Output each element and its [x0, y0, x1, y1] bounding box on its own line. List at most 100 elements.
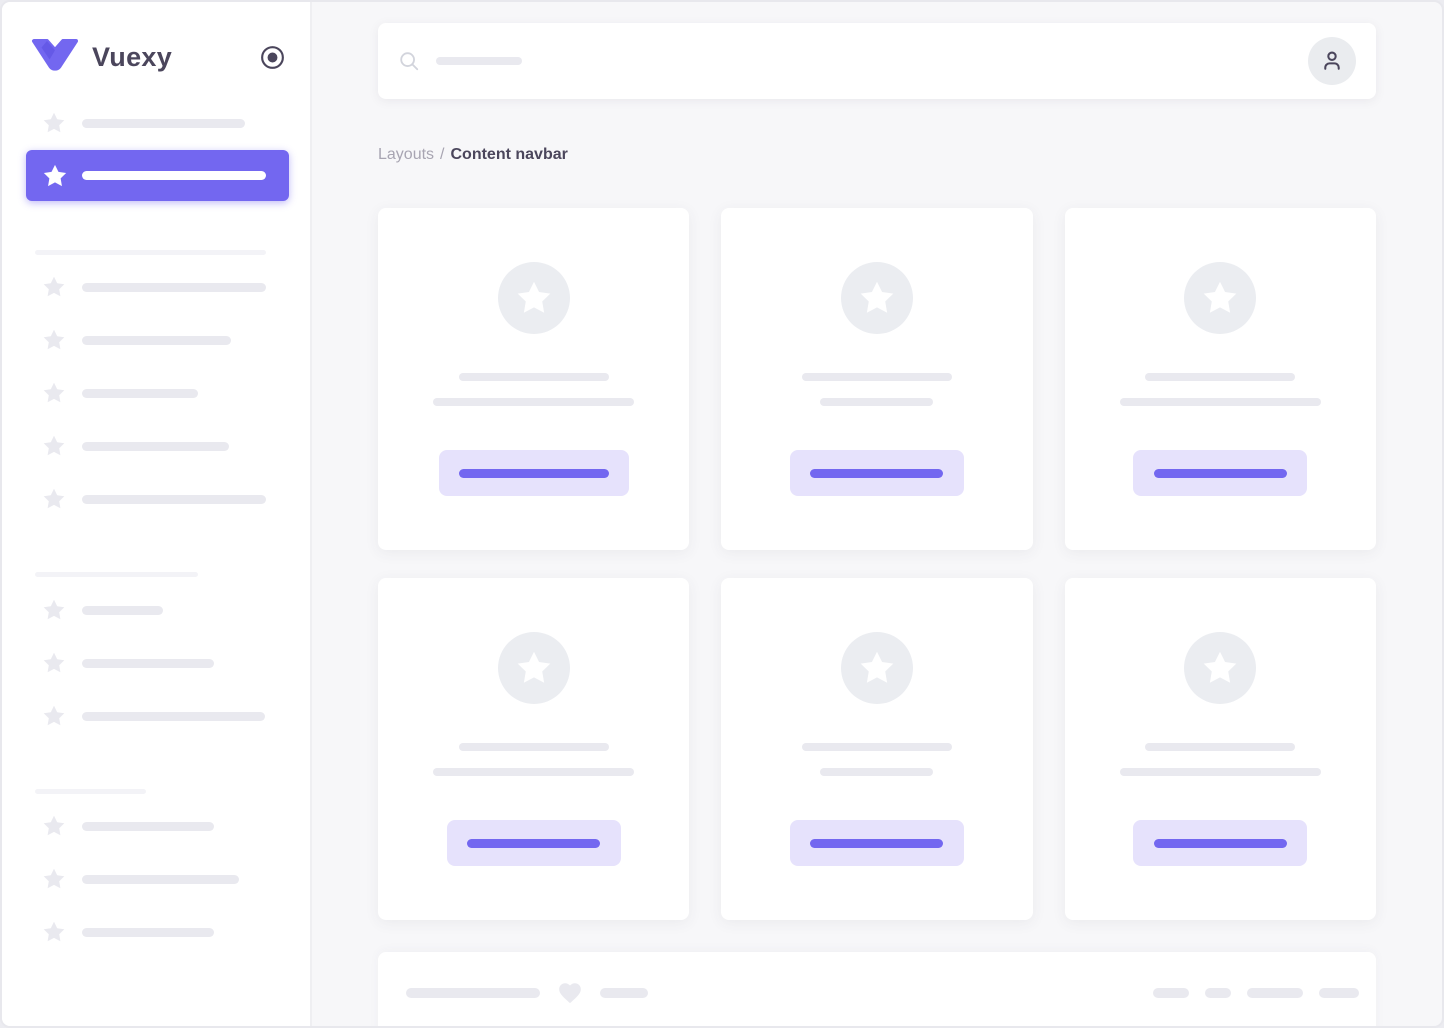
card-button-skeleton[interactable] [446, 820, 621, 866]
star-icon [42, 651, 66, 675]
sidebar-item-label-bar [82, 711, 265, 721]
sidebar-section-header-bar [35, 250, 266, 255]
star-icon [1201, 279, 1239, 317]
footer-link-bar[interactable] [1205, 988, 1231, 998]
sidebar-item-skeleton[interactable] [42, 650, 214, 676]
button-label-bar [1153, 838, 1287, 848]
star-icon [42, 704, 66, 728]
preview-card [378, 578, 690, 920]
footer [378, 952, 1376, 1026]
star-circle-badge [840, 632, 913, 704]
skeleton-title-bar [1145, 373, 1296, 381]
brand-name: Vuexy [92, 41, 173, 72]
sidebar-item-skeleton[interactable] [42, 327, 231, 353]
footer-text-bar [600, 988, 648, 998]
star-circle-badge [497, 262, 570, 334]
sidebar-item-label-bar [82, 441, 229, 451]
breadcrumb-current: Content navbar [450, 146, 568, 163]
star-icon [1201, 649, 1239, 687]
user-avatar-button[interactable] [1308, 37, 1356, 85]
breadcrumb-separator: / [440, 146, 445, 163]
star-icon [42, 434, 66, 458]
skeleton-title-bar [458, 373, 609, 381]
preview-card [1064, 208, 1376, 550]
star-icon [42, 163, 68, 189]
top-navbar [378, 23, 1376, 99]
sidebar-item-label-bar [82, 335, 231, 345]
star-icon [42, 381, 66, 405]
skeleton-subtitle-bar [1119, 398, 1321, 406]
sidebar-item-skeleton[interactable] [42, 813, 214, 839]
skeleton-subtitle-bar [820, 398, 934, 406]
preview-card [721, 208, 1033, 550]
sidebar-item-skeleton[interactable] [42, 486, 266, 512]
sidebar-item-skeleton[interactable] [42, 866, 239, 892]
sidebar-item-label-bar [82, 874, 239, 884]
card-button-skeleton[interactable] [789, 820, 964, 866]
preview-card [1064, 578, 1376, 920]
footer-left [406, 980, 648, 1006]
button-label-bar [458, 468, 609, 478]
button-label-bar [810, 468, 944, 478]
footer-text-bar [406, 988, 540, 998]
skeleton-subtitle-bar [820, 768, 934, 776]
star-icon [42, 598, 66, 622]
star-icon [42, 814, 66, 838]
brand[interactable]: Vuexy [31, 38, 286, 76]
footer-link-bar[interactable] [1247, 988, 1303, 998]
skeleton-title-bar [1145, 743, 1296, 751]
sidebar-item-skeleton[interactable] [42, 703, 265, 729]
preview-card [721, 578, 1033, 920]
preview-card [378, 208, 690, 550]
sidebar-section-header-bar [35, 789, 146, 794]
sidebar-item-skeleton[interactable] [42, 274, 266, 300]
sidebar-item-label-bar [82, 282, 266, 292]
card-button-skeleton[interactable] [789, 450, 964, 496]
star-icon [42, 111, 66, 135]
search-placeholder-bar [436, 57, 522, 65]
star-circle-badge [1184, 262, 1257, 334]
star-icon [858, 279, 896, 317]
star-circle-badge [1184, 632, 1257, 704]
button-label-bar [810, 838, 944, 848]
main-area: Layouts / Content navbar [312, 2, 1442, 1026]
sidebar-item-skeleton[interactable] [42, 919, 214, 945]
person-icon [1324, 51, 1340, 70]
button-label-bar [1153, 468, 1287, 478]
search-input[interactable] [398, 50, 1308, 72]
skeleton-subtitle-bar [433, 398, 635, 406]
footer-link-bar[interactable] [1153, 988, 1189, 998]
star-icon [42, 867, 66, 891]
sidebar-item-skeleton[interactable] [42, 433, 229, 459]
sidebar-item-skeleton[interactable] [42, 110, 245, 136]
sidebar-item-skeleton[interactable] [42, 597, 163, 623]
star-icon [515, 649, 553, 687]
star-icon [858, 649, 896, 687]
card-button-skeleton[interactable] [1133, 820, 1308, 866]
skeleton-title-bar [458, 743, 609, 751]
card-button-skeleton[interactable] [438, 450, 629, 496]
star-circle-badge [497, 632, 570, 704]
sidebar-section-header-bar [35, 572, 198, 577]
sidebar-item-label-bar [82, 821, 214, 831]
star-icon [515, 279, 553, 317]
skeleton-title-bar [801, 373, 952, 381]
sidebar-item-active[interactable] [26, 150, 289, 201]
star-icon [42, 328, 66, 352]
card-button-skeleton[interactable] [1133, 450, 1308, 496]
button-label-bar [467, 838, 601, 848]
record-circle-icon [260, 45, 284, 69]
star-circle-badge [840, 262, 913, 334]
search-icon [400, 52, 419, 71]
breadcrumb-link-layouts[interactable]: Layouts [378, 146, 435, 163]
skeleton-subtitle-bar [433, 768, 635, 776]
sidebar-item-skeleton[interactable] [42, 380, 198, 406]
footer-links [1153, 988, 1359, 998]
sidebar-collapse-toggle[interactable] [258, 43, 286, 71]
sidebar-item-label-bar [82, 658, 214, 668]
sidebar-item-label-bar [82, 605, 163, 615]
footer-link-bar[interactable] [1319, 988, 1359, 998]
sidebar-item-label-bar [82, 494, 266, 504]
sidebar: Vuexy [2, 2, 312, 1026]
